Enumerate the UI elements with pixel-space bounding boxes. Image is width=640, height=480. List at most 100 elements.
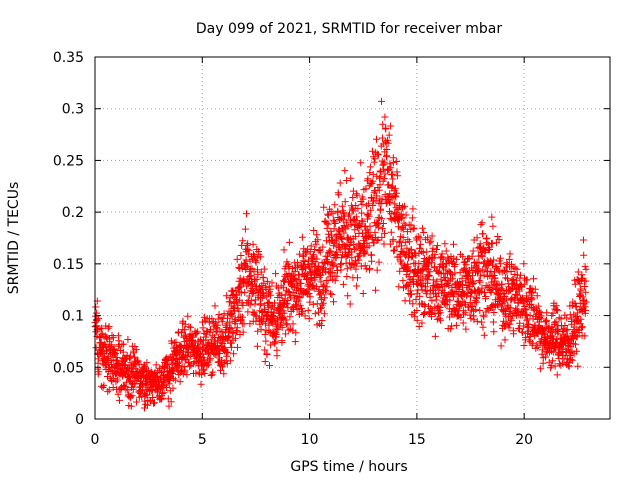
data-point [416, 234, 424, 242]
data-point [379, 120, 387, 128]
data-point [132, 346, 140, 354]
data-point [100, 381, 108, 389]
data-point [267, 291, 275, 299]
data-point [566, 339, 574, 347]
data-point [403, 282, 410, 290]
data-point [336, 179, 344, 187]
data-point [380, 175, 388, 182]
data-point [453, 255, 461, 263]
data-point [265, 298, 273, 306]
data-points [91, 97, 590, 412]
data-point [317, 278, 325, 286]
data-point [488, 302, 496, 310]
data-point [487, 267, 495, 275]
data-point [273, 352, 281, 360]
data-point [265, 321, 273, 329]
data-point [402, 211, 410, 219]
data-point [577, 315, 585, 323]
data-point [143, 391, 151, 399]
data-point [431, 251, 439, 259]
data-point [199, 366, 207, 374]
data-point [131, 353, 138, 361]
data-point [551, 362, 559, 370]
x-tick-label: 20 [515, 432, 533, 448]
data-point [314, 236, 322, 244]
data-point [423, 248, 431, 256]
data-point [112, 378, 120, 386]
data-point [435, 314, 443, 322]
data-point [478, 318, 486, 326]
data-point [285, 238, 293, 246]
y-tick-label: 0.05 [53, 360, 84, 376]
data-point [480, 313, 488, 321]
data-point [318, 317, 326, 324]
data-point [328, 231, 336, 239]
data-point [219, 363, 226, 371]
data-point [209, 332, 217, 340]
data-point [417, 240, 425, 248]
data-point [172, 355, 180, 362]
data-point [382, 124, 390, 132]
data-point [239, 301, 247, 309]
data-point [490, 256, 498, 264]
data-point [428, 297, 436, 305]
data-point [183, 371, 191, 379]
data-point [171, 376, 179, 384]
data-point [368, 251, 375, 259]
data-point [428, 313, 435, 321]
data-point [376, 181, 384, 189]
data-point [351, 232, 359, 240]
data-point [292, 301, 299, 309]
data-point [381, 170, 389, 178]
data-point [407, 221, 415, 229]
data-point [522, 306, 530, 314]
data-point [537, 312, 545, 320]
data-point [313, 231, 321, 239]
data-point [357, 159, 365, 167]
data-point [133, 398, 140, 406]
data-point [337, 266, 345, 274]
data-point [383, 146, 391, 153]
data-point [225, 333, 233, 341]
data-point [372, 286, 380, 294]
data-point [490, 328, 498, 336]
data-point [490, 309, 498, 316]
data-point [220, 370, 228, 378]
data-point [435, 310, 442, 318]
data-point [347, 174, 355, 182]
data-point [364, 175, 372, 183]
data-point [373, 135, 380, 143]
data-point [346, 210, 353, 218]
data-point [328, 290, 336, 298]
data-point [392, 193, 400, 201]
data-point [192, 369, 200, 377]
data-point [473, 294, 481, 302]
data-point [472, 305, 480, 313]
data-point [199, 324, 207, 332]
data-point [559, 359, 567, 367]
data-point [371, 155, 379, 163]
data-point [573, 333, 581, 341]
data-point [498, 280, 506, 288]
data-point [118, 383, 126, 391]
data-point [488, 213, 496, 221]
data-point [426, 268, 434, 276]
data-point [576, 280, 584, 288]
data-point [537, 365, 545, 373]
data-point [366, 169, 374, 177]
data-point [533, 292, 541, 300]
data-point [520, 280, 528, 288]
data-point [165, 380, 173, 388]
data-point [296, 293, 304, 301]
data-point [316, 248, 324, 256]
data-point [237, 283, 245, 291]
data-point [531, 285, 539, 293]
data-point [390, 247, 398, 255]
data-point [552, 318, 560, 326]
data-point [339, 280, 347, 288]
data-point [274, 326, 282, 334]
data-point [257, 325, 265, 333]
data-point [379, 161, 387, 169]
data-point [483, 305, 491, 312]
data-point [575, 329, 583, 336]
